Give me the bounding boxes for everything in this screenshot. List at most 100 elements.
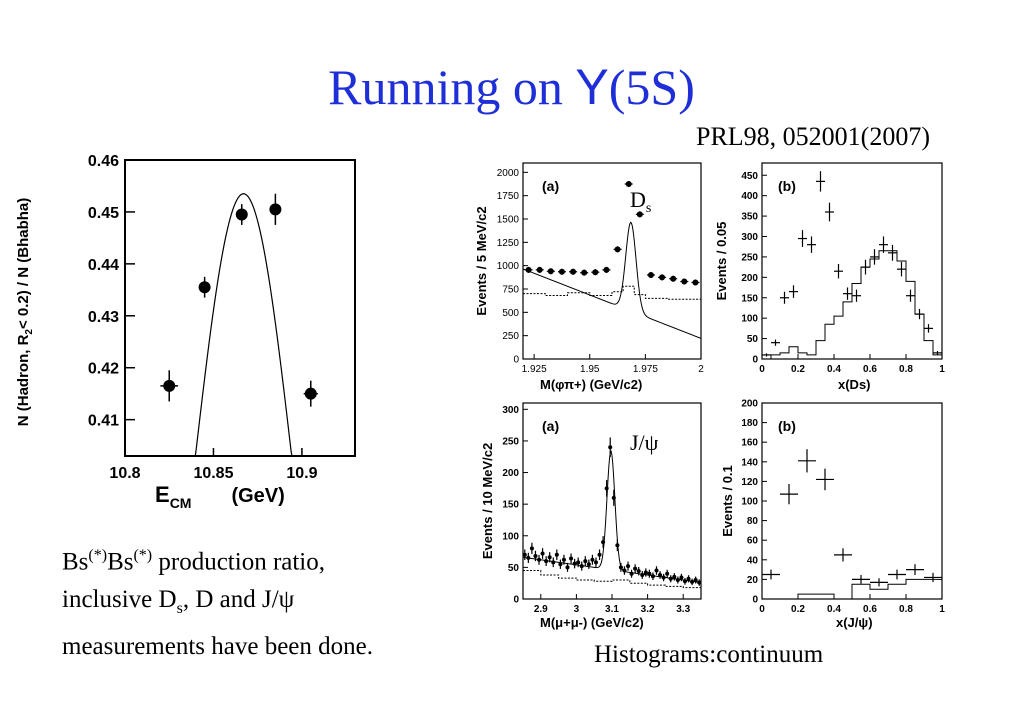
y-tick-label: 40: [747, 555, 759, 566]
ds-momentum-chart: 0 0.2 0.4 0.6 0.8 1 0 50 100 150 200 250 300 350 400 45…: [714, 162, 945, 392]
data-point: [618, 565, 623, 570]
caption-text: , D and J/ψ: [182, 586, 295, 614]
y-tick-label: 180: [741, 418, 758, 429]
x-tick-label: 10.8: [109, 465, 140, 482]
x-axis-label: M(μ+μ-) (GeV/c2): [540, 615, 644, 630]
caption-text: production ratio,: [152, 548, 326, 576]
reference: PRL98, 052001(2007): [696, 122, 930, 151]
annotation: J/ψ: [630, 430, 659, 455]
panel-label: (b): [778, 178, 796, 194]
data-point: [658, 572, 663, 577]
y-tick-label: 0.41: [88, 413, 119, 430]
data-point: [558, 562, 563, 567]
x-tick-label: 0.6: [863, 364, 877, 375]
x-tick-label: 0.8: [899, 364, 913, 375]
y-axis-label: Events / 0.1: [720, 465, 735, 537]
fit-curve: [522, 221, 702, 339]
continuum-histogram: [523, 285, 701, 300]
data-point: [665, 571, 670, 576]
y-tick-label: 140: [741, 457, 758, 468]
y-tick-label: 0.44: [88, 257, 119, 274]
x-axis-label: ECM (GeV): [155, 482, 285, 511]
data-point: [643, 570, 648, 575]
data-point: [672, 574, 677, 579]
x-tick-label: 0.4: [827, 604, 841, 615]
data-point: [681, 278, 688, 285]
data-point: [537, 557, 542, 562]
caption: Bs(*)Bs(*) production ratio, inclusive D…: [62, 537, 373, 666]
x-tick-label: 0.2: [791, 364, 805, 375]
data-point: [615, 543, 620, 548]
x-tick-label: 10.85: [193, 465, 233, 482]
x-tick-label: 3.1: [605, 604, 619, 615]
plot-frame: [522, 162, 702, 360]
data-point: [626, 564, 631, 569]
data-point: [690, 579, 695, 584]
y-tick-label: 300: [502, 405, 519, 416]
caption-bs: Bs: [62, 548, 89, 576]
caption-star: (*): [88, 547, 108, 564]
y-axis-label: Events / 0.05: [714, 222, 729, 301]
data-point: [590, 557, 595, 562]
x-tick-label: 0: [759, 364, 765, 375]
data-point: [647, 272, 654, 278]
fit-curve: [151, 193, 334, 457]
x-tick-label: 1.975: [633, 364, 658, 375]
y-tick-label: 150: [741, 293, 758, 304]
y-tick-label: 200: [741, 273, 758, 284]
data-point: [526, 555, 531, 560]
y-tick-label: 0.46: [88, 153, 119, 170]
caption-bs: Bs: [107, 548, 134, 576]
y-tick-label: 250: [741, 252, 758, 263]
data-point: [597, 552, 602, 557]
data-point: [198, 281, 211, 294]
data-point: [533, 554, 538, 559]
data-point: [522, 552, 527, 557]
data-point: [540, 551, 545, 556]
data-point: [625, 181, 632, 187]
data-point: [592, 269, 599, 276]
continuum-histogram: [762, 250, 942, 360]
data-point: [561, 557, 566, 562]
y-axis-label: Events / 10 MeV/c2: [480, 443, 495, 559]
caption-line-3: measurements have been done.: [62, 633, 373, 661]
data-point: [586, 562, 591, 567]
data-point: [675, 578, 680, 583]
y-tick-label: 50: [747, 334, 759, 345]
x-axis-label: M(φπ+) (GeV/c2): [540, 377, 642, 392]
y-tick-label: 80: [747, 516, 759, 527]
data-point: [668, 576, 673, 581]
data-point: [622, 568, 627, 573]
caption-text: inclusive D: [62, 586, 177, 614]
data-point: [608, 445, 613, 450]
y-tick-label: 750: [502, 285, 519, 296]
data-point: [679, 575, 684, 580]
y-tick-label: 0: [752, 595, 758, 606]
y-tick-label: 200: [502, 468, 519, 479]
x-tick-label: 3.2: [641, 604, 655, 615]
caption-line-1: Bs(*)Bs(*) production ratio,: [62, 537, 373, 581]
data-point: [544, 559, 549, 564]
y-tick-label: 0.42: [88, 361, 119, 378]
data-point: [569, 556, 574, 561]
y-tick-label: 200: [741, 399, 758, 410]
data-point: [650, 574, 655, 579]
y-tick-label: 100: [502, 531, 519, 542]
x-tick-label: 2.9: [534, 604, 548, 615]
y-tick-label: 0: [752, 355, 758, 366]
fit-curve: [522, 450, 702, 584]
data-point: [654, 568, 659, 573]
data-point: [579, 564, 584, 569]
x-axis-label: x(J/ψ): [836, 615, 873, 630]
title-suffix: (5S): [608, 59, 695, 115]
caption-star: (*): [133, 547, 153, 564]
data-point: [581, 269, 588, 276]
y-tick-label: 0.43: [88, 309, 119, 326]
y-tick-label: 160: [741, 438, 758, 449]
data-point: [570, 268, 577, 275]
data-point: [670, 275, 677, 282]
y-tick-label: 450: [741, 171, 758, 182]
x-tick-label: 0.2: [791, 604, 805, 615]
